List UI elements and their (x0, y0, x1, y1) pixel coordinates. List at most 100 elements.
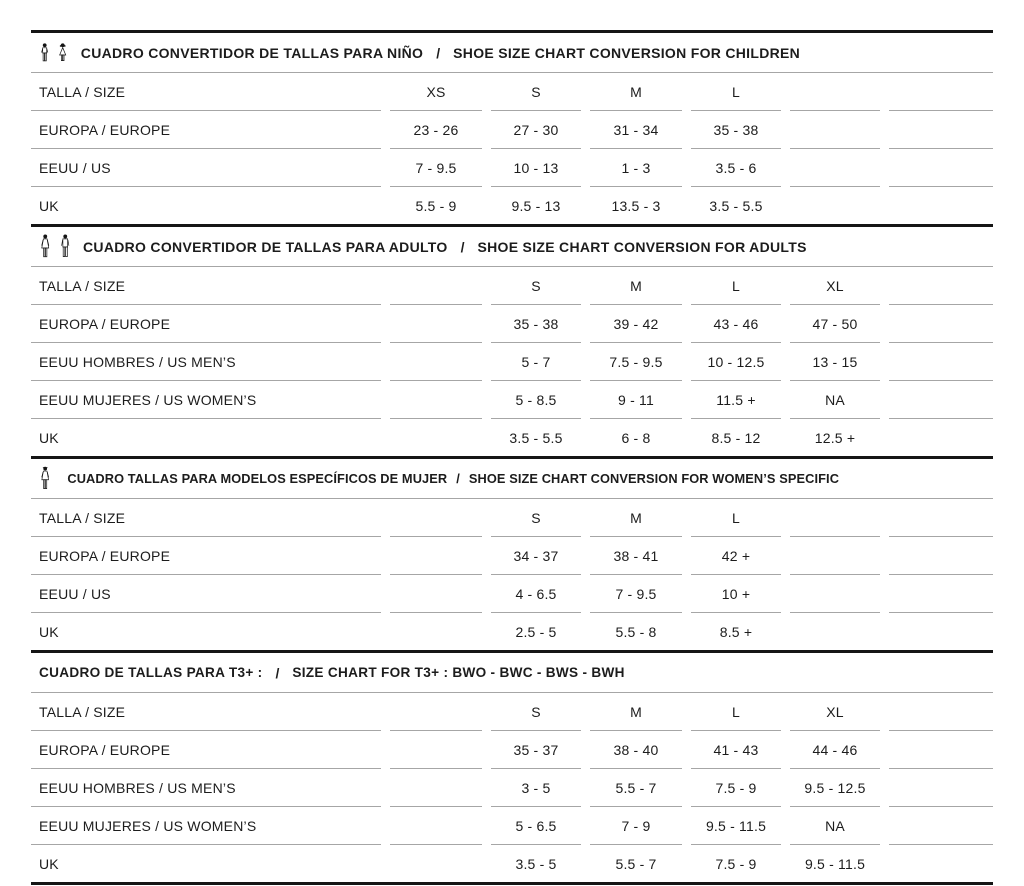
size-cell (889, 343, 993, 381)
size-cell (790, 499, 880, 537)
size-cell: 8.5 - 12 (711, 429, 761, 446)
size-cell (889, 305, 993, 343)
size-cell (390, 305, 482, 343)
size-cell (390, 575, 482, 613)
table-title-es: CUADRO CONVERTIDOR DE TALLAS PARA ADULTO (83, 238, 448, 255)
size-cell: 23 - 26 (390, 111, 482, 149)
size-cell: 10 - 12.5 (691, 343, 781, 381)
child-girl-icon (57, 43, 68, 62)
size-chart: CUADRO CONVERTIDOR DE TALLAS PARA NIÑO / S… (31, 30, 993, 885)
size-cell: 44 - 46 (790, 731, 880, 769)
size-cell: M (590, 499, 682, 537)
adult-woman-icon (39, 234, 52, 259)
size-cell: 3.5 - 5.5 (509, 429, 563, 446)
size-cell (790, 575, 880, 613)
adult-man-icon (59, 234, 72, 259)
size-table-adults: CUADRO CONVERTIDOR DE TALLAS PARA ADULTO… (31, 224, 993, 456)
size-cell (889, 267, 993, 305)
size-cell: 35 - 37 (491, 731, 581, 769)
row-label: TALLA / SIZE (31, 73, 381, 111)
row-label: UK (39, 623, 59, 640)
size-cell (889, 187, 993, 224)
size-cell: 31 - 34 (590, 111, 682, 149)
size-cell (390, 343, 482, 381)
child-boy-icon (39, 43, 50, 62)
row-label: EEUU / US (31, 149, 381, 187)
table-title-bar: CUADRO CONVERTIDOR DE TALLAS PARA ADULTO… (31, 227, 993, 267)
row-label: EUROPA / EUROPE (31, 537, 381, 575)
size-cell (889, 499, 993, 537)
title-icons (39, 466, 55, 492)
size-cell: 2.5 - 5 (515, 623, 557, 640)
size-cell (390, 845, 482, 882)
size-cell: 43 - 46 (691, 305, 781, 343)
size-cell (790, 187, 880, 224)
size-cell: 6 - 8 (621, 429, 651, 446)
size-cell: 39 - 42 (590, 305, 682, 343)
size-table-t3: CUADRO DE TALLAS PARA T3+ : / SIZE CHART F… (31, 650, 993, 882)
row-label: UK (39, 197, 59, 214)
table-title-es: CUADRO TALLAS PARA MODELOS ESPECÍFICOS D… (67, 471, 448, 486)
size-cell: M (590, 267, 682, 305)
size-cell: 34 - 37 (491, 537, 581, 575)
title-icons (39, 43, 69, 62)
size-cell: 7.5 - 9 (691, 769, 781, 807)
size-cell: 4 - 6.5 (491, 575, 581, 613)
title-separator: / (436, 44, 441, 61)
size-cell: L (691, 693, 781, 731)
size-cell: 1 - 3 (590, 149, 682, 187)
size-cell: 38 - 40 (590, 731, 682, 769)
size-cell: S (491, 267, 581, 305)
size-cell (790, 73, 880, 111)
size-cell: 7 - 9.5 (590, 575, 682, 613)
size-cell: 3 - 5 (491, 769, 581, 807)
size-cell: 27 - 30 (491, 111, 581, 149)
row-label: TALLA / SIZE (31, 693, 381, 731)
size-cell: NA (790, 381, 880, 419)
size-cell: 47 - 50 (790, 305, 880, 343)
table-title-en: SHOE SIZE CHART CONVERSION FOR ADULTS (477, 238, 807, 255)
row-label: EUROPA / EUROPE (31, 731, 381, 769)
size-cell: 7.5 - 9 (715, 855, 757, 872)
table-title-es: CUADRO CONVERTIDOR DE TALLAS PARA NIÑO (80, 44, 424, 61)
size-cell (390, 537, 482, 575)
size-cell (790, 537, 880, 575)
size-cell (889, 693, 993, 731)
row-label: EEUU HOMBRES / US MEN’S (31, 769, 381, 807)
size-cell: 10 + (691, 575, 781, 613)
size-cell: 5.5 - 7 (590, 769, 682, 807)
size-cell: S (491, 693, 581, 731)
size-cell: 10 - 13 (491, 149, 581, 187)
title-icons (39, 234, 71, 259)
table-title-bar: CUADRO TALLAS PARA MODELOS ESPECÍFICOS D… (31, 459, 993, 499)
size-cell: 35 - 38 (491, 305, 581, 343)
size-cell (889, 769, 993, 807)
size-cell (889, 731, 993, 769)
size-cell (889, 807, 993, 845)
size-cell: 9.5 - 13 (511, 197, 561, 214)
size-cell: 9.5 - 11.5 (691, 807, 781, 845)
size-cell (790, 111, 880, 149)
size-cell: 5 - 7 (491, 343, 581, 381)
size-cell: 41 - 43 (691, 731, 781, 769)
size-cell: 3.5 - 6 (691, 149, 781, 187)
row-label: EEUU MUJERES / US WOMEN’S (31, 381, 381, 419)
size-cell (390, 693, 482, 731)
size-cell: 5 - 6.5 (491, 807, 581, 845)
size-cell: 9.5 - 12.5 (790, 769, 880, 807)
size-cell: 9 - 11 (590, 381, 682, 419)
size-table-children: CUADRO CONVERTIDOR DE TALLAS PARA NIÑO / S… (31, 30, 993, 224)
table-title-en: SHOE SIZE CHART CONVERSION FOR CHILDREN (453, 44, 801, 61)
size-cell: 9.5 - 11.5 (804, 855, 866, 872)
size-cell: 3.5 - 5.5 (709, 197, 763, 214)
size-cell: 3.5 - 5 (515, 855, 557, 872)
size-cell: XL (790, 693, 880, 731)
title-separator: / (456, 471, 460, 486)
size-cell: L (691, 499, 781, 537)
size-cell (390, 731, 482, 769)
size-cell: NA (790, 807, 880, 845)
row-label: EEUU / US (31, 575, 381, 613)
size-cell: XS (390, 73, 482, 111)
table-title-en: SHOE SIZE CHART CONVERSION FOR WOMEN’S S… (468, 471, 840, 486)
size-cell: 7 - 9.5 (390, 149, 482, 187)
